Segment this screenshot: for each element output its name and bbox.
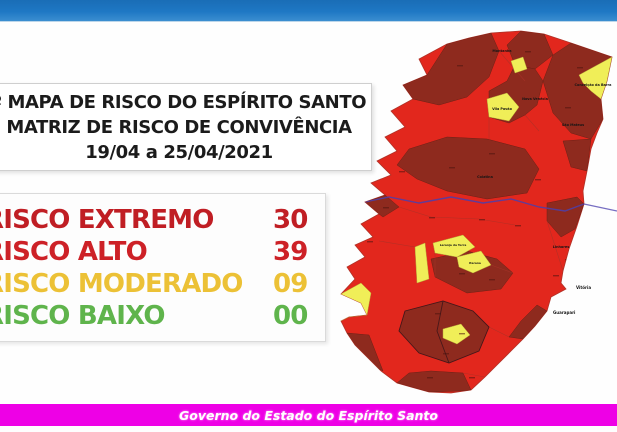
- title-line-1: º MAPA DE RISCO DO ESPÍRITO SANTO: [0, 91, 367, 113]
- map-labels: Montanha Nova Venécia Vila Pavão Conceiç…: [440, 49, 612, 315]
- map-label-itarana: Itarana: [469, 261, 481, 265]
- risk-count: 39: [273, 237, 308, 267]
- es-risk-map: Montanha Nova Venécia Vila Pavão Conceiç…: [339, 21, 617, 402]
- title-line-2: MATRIZ DE RISCO DE CONVIVÊNCIA: [6, 116, 352, 138]
- risk-label: RISCO BAIXO: [0, 301, 166, 331]
- risk-row-alto: RISCO ALTO 39: [0, 236, 325, 268]
- municipality-borders: [378, 50, 564, 378]
- map-label-guarapari: Guarapari: [553, 310, 576, 315]
- government-banner-text: Governo do Estado do Espírito Santo: [178, 407, 438, 423]
- risk-label: RISCO EXTREMO: [0, 205, 214, 235]
- map-label-sao-mateus: São Mateus: [562, 123, 584, 127]
- highlighted-border-cluster: [398, 300, 490, 364]
- risk-label: RISCO MODERADO: [0, 269, 243, 299]
- risk-count: 30: [273, 205, 308, 235]
- map-label-linhares: Linhares: [553, 245, 569, 249]
- river-ocean-segment: [583, 203, 617, 212]
- risk-count: 09: [273, 269, 308, 299]
- risk-legend-panel: RISCO EXTREMO 30 RISCO ALTO 39 RISCO MOD…: [0, 193, 326, 342]
- map-label-nova-venecia: Nova Venécia: [522, 97, 548, 101]
- map-label-colatina: Colatina: [477, 175, 493, 179]
- map-label-laranja-da-terra: Laranja da Terra: [440, 243, 467, 247]
- top-decorative-bar: [0, 0, 617, 22]
- risk-row-baixo: RISCO BAIXO 00: [0, 300, 325, 332]
- title-panel: º MAPA DE RISCO DO ESPÍRITO SANTO MATRIZ…: [0, 83, 372, 171]
- title-line-3: 19/04 a 25/04/2021: [85, 141, 273, 163]
- risk-count: 00: [273, 301, 308, 331]
- risk-row-moderado: RISCO MODERADO 09: [0, 268, 325, 300]
- map-label-vitoria: Vitória: [576, 285, 591, 290]
- government-banner: Governo do Estado do Espírito Santo: [0, 404, 617, 426]
- risk-label: RISCO ALTO: [0, 237, 148, 267]
- tiny-label-smudges: [367, 51, 583, 379]
- risk-row-extremo: RISCO EXTREMO 30: [0, 204, 325, 236]
- map-label-vila-pavao: Vila Pavão: [492, 107, 513, 111]
- map-label-conceicao-da-barra: Conceição da Barra: [575, 83, 613, 87]
- rio-doce-river: [364, 196, 585, 212]
- map-label-montanha: Montanha: [492, 49, 512, 53]
- map-svg: Montanha Nova Venécia Vila Pavão Conceiç…: [340, 30, 617, 394]
